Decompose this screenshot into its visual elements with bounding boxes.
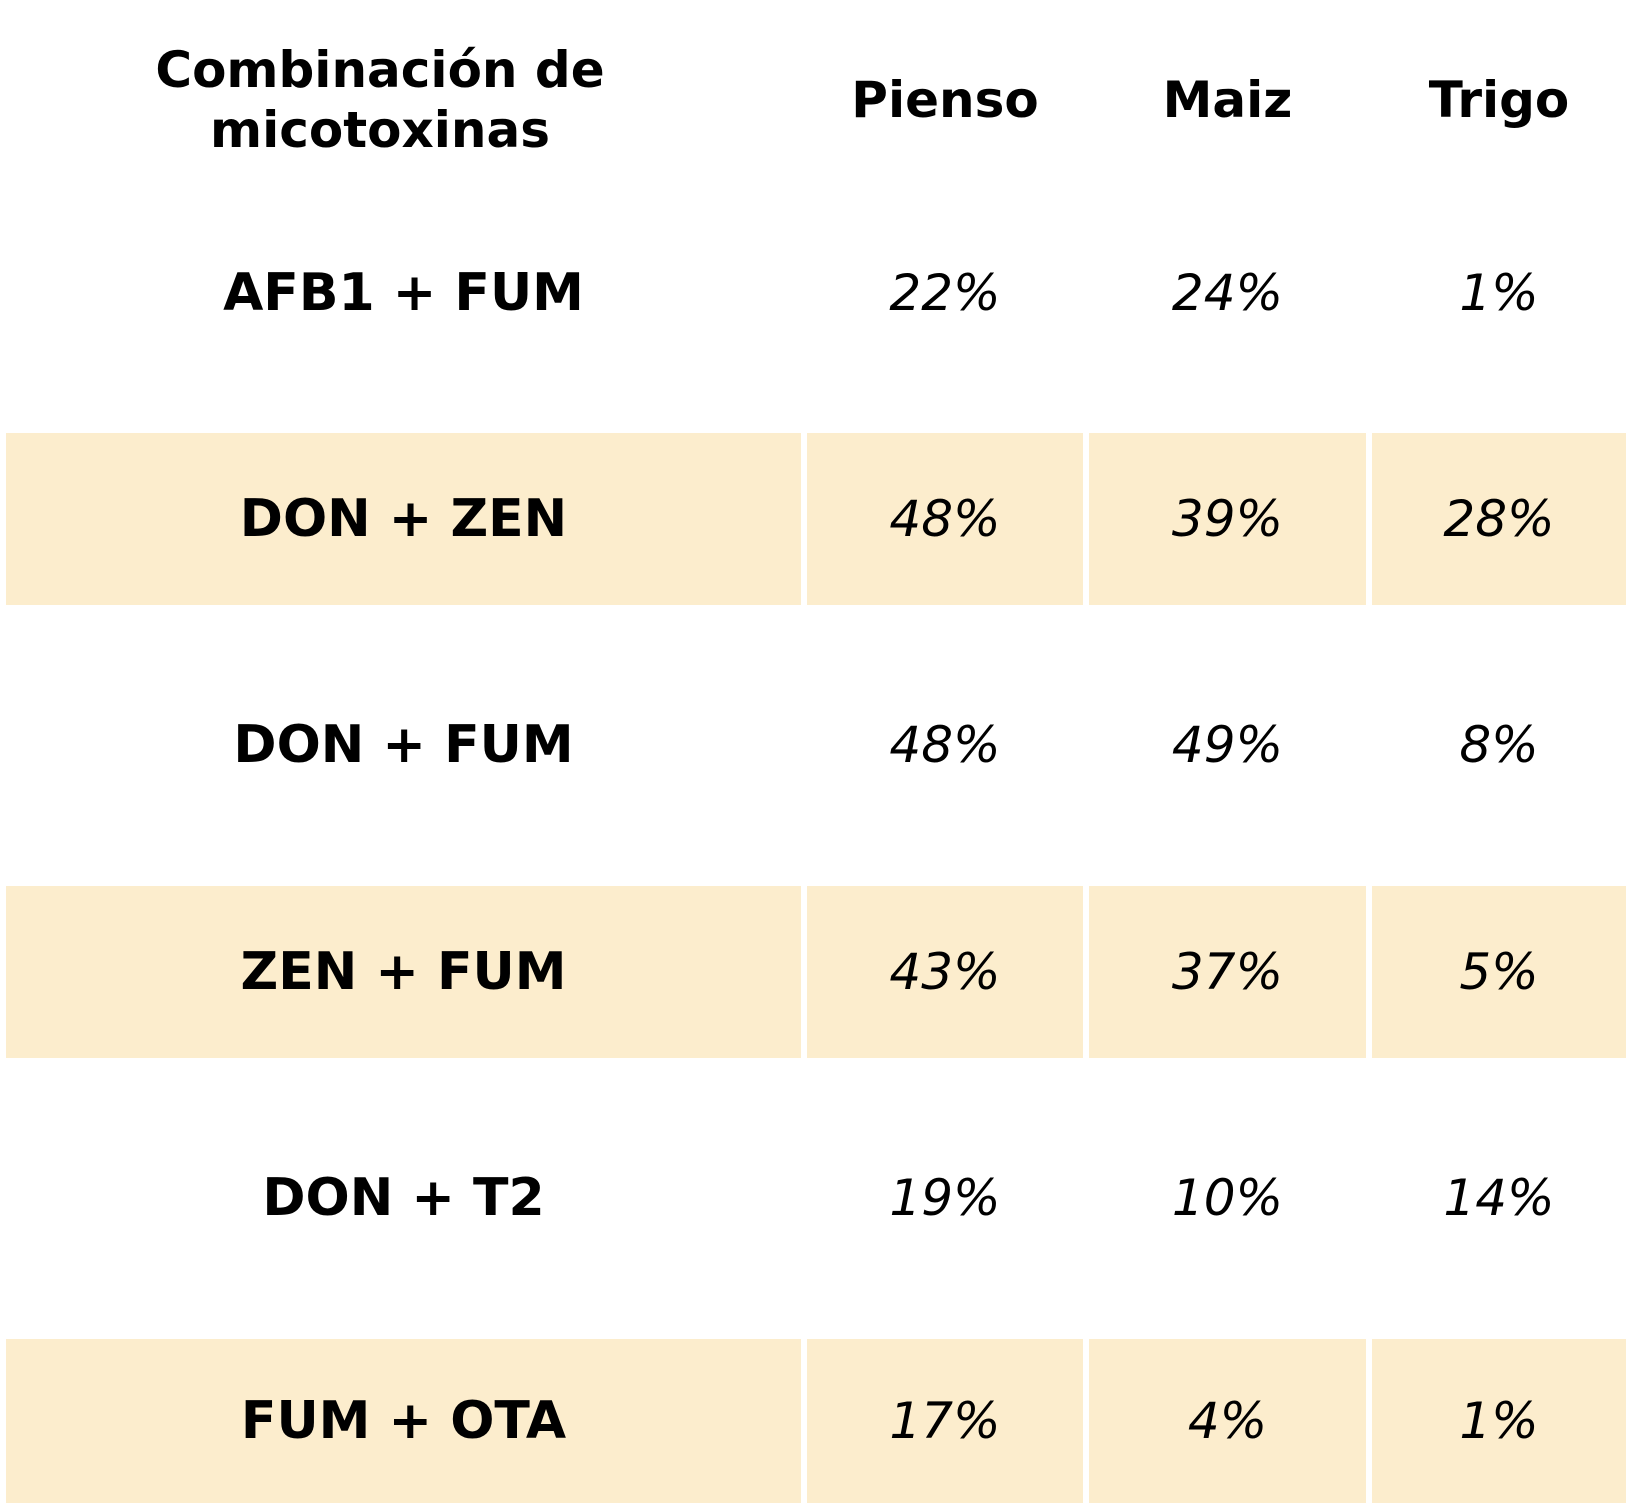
row-shade (807, 886, 1083, 1058)
row-shade (807, 433, 1083, 605)
row-shade (6, 1339, 801, 1503)
header-title: Combinación de micotoxinas (155, 41, 605, 159)
row-shade (1089, 433, 1366, 605)
cell-value: 49% (1171, 716, 1284, 774)
cell-value: 24% (1171, 264, 1284, 322)
cell-value: 22% (889, 264, 1001, 322)
row-label: ZEN + FUM (240, 942, 567, 1002)
row-label: DON + ZEN (239, 489, 568, 549)
cell-value: 48% (889, 716, 1001, 774)
row-shade (1372, 886, 1626, 1058)
row-label: AFB1 + FUM (223, 263, 584, 323)
cell-value: 43% (889, 943, 1001, 1001)
row-label: DON + FUM (233, 715, 574, 775)
row-shade (1372, 433, 1626, 605)
cell-value: 1% (1459, 264, 1539, 322)
row-shade (1372, 1339, 1626, 1503)
row-label: FUM + OTA (240, 1391, 567, 1451)
column-header: Maiz (1162, 71, 1293, 129)
row-shade (6, 886, 801, 1058)
cell-value: 1% (1459, 1392, 1539, 1450)
row-shade (1089, 1339, 1366, 1503)
column-header: Trigo (1428, 71, 1570, 129)
cell-value: 14% (1443, 1169, 1555, 1227)
cell-value: 5% (1459, 943, 1539, 1001)
row-shade (6, 433, 801, 605)
cell-value: 4% (1187, 1392, 1268, 1450)
cell-value: 19% (889, 1169, 1001, 1227)
cell-value: 28% (1443, 490, 1555, 548)
cell-value: 10% (1171, 1169, 1284, 1227)
cell-value: 17% (889, 1392, 1001, 1450)
cell-value: 48% (889, 490, 1001, 548)
row-label: DON + T2 (262, 1168, 545, 1228)
row-shade (1089, 886, 1366, 1058)
cell-value: 8% (1459, 716, 1539, 774)
row-shade (807, 1339, 1083, 1503)
column-header: Pienso (851, 71, 1039, 129)
cell-value: 37% (1171, 943, 1284, 1001)
cell-value: 39% (1171, 490, 1284, 548)
